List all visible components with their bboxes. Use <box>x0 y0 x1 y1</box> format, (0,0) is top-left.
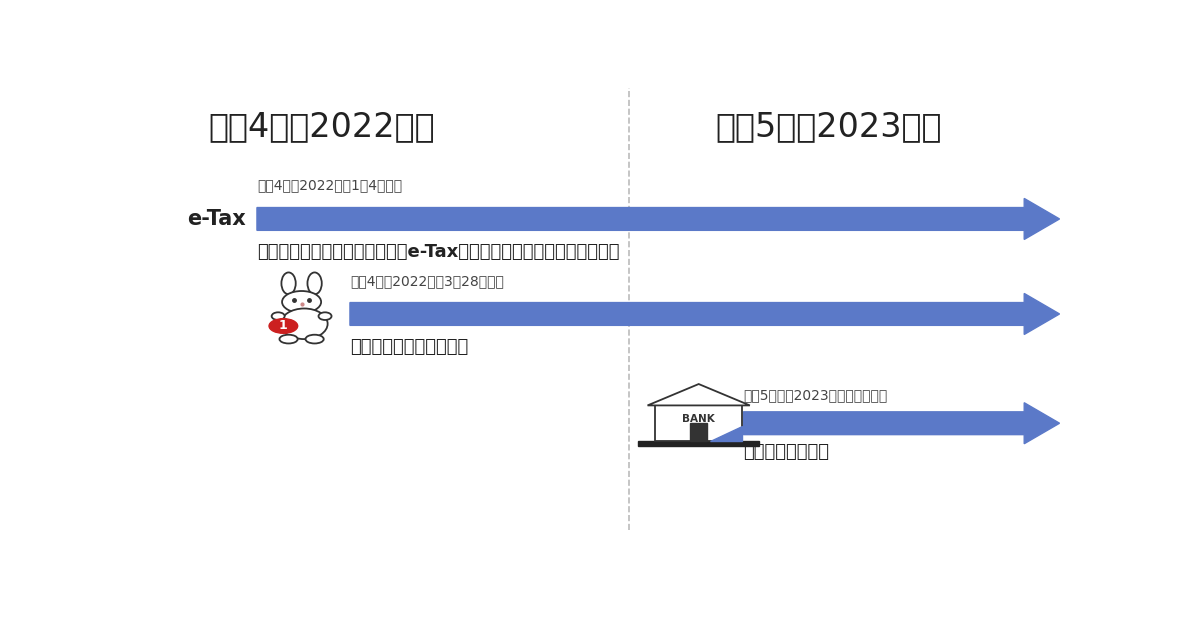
Text: BANK: BANK <box>683 415 715 424</box>
Ellipse shape <box>306 334 324 344</box>
Ellipse shape <box>282 291 322 313</box>
Text: 令和5年（2023年）: 令和5年（2023年） <box>715 110 942 143</box>
Polygon shape <box>648 384 750 405</box>
Text: 令和4年（2022年）1月4日から: 令和4年（2022年）1月4日から <box>257 179 402 193</box>
Ellipse shape <box>280 334 298 344</box>
Text: マイナンバーカードを利用したe-Taxによる所得税の確定申告での申請: マイナンバーカードを利用したe-Taxによる所得税の確定申告での申請 <box>257 243 619 261</box>
Polygon shape <box>710 426 743 441</box>
Ellipse shape <box>282 273 295 294</box>
Text: 令和4年（2022年）3月28日から: 令和4年（2022年）3月28日から <box>350 274 504 288</box>
Text: 令和4年（2022年）: 令和4年（2022年） <box>209 110 436 143</box>
Text: 令和5年度（2023年度）下期以降: 令和5年度（2023年度）下期以降 <box>743 387 888 402</box>
Ellipse shape <box>318 312 331 320</box>
FancyArrow shape <box>743 403 1060 444</box>
Text: マイナポータルでの申請: マイナポータルでの申請 <box>350 338 468 356</box>
Ellipse shape <box>271 312 284 320</box>
FancyArrow shape <box>350 294 1060 334</box>
Text: 1: 1 <box>278 320 288 333</box>
Bar <box>638 441 760 446</box>
Bar <box>690 423 707 441</box>
Bar <box>655 405 743 441</box>
Circle shape <box>269 318 298 333</box>
Text: e-Tax: e-Tax <box>187 209 246 229</box>
Ellipse shape <box>307 273 322 294</box>
FancyArrow shape <box>257 199 1060 239</box>
Ellipse shape <box>281 308 328 339</box>
Text: 金融機関での申請: 金融機関での申請 <box>743 443 829 461</box>
